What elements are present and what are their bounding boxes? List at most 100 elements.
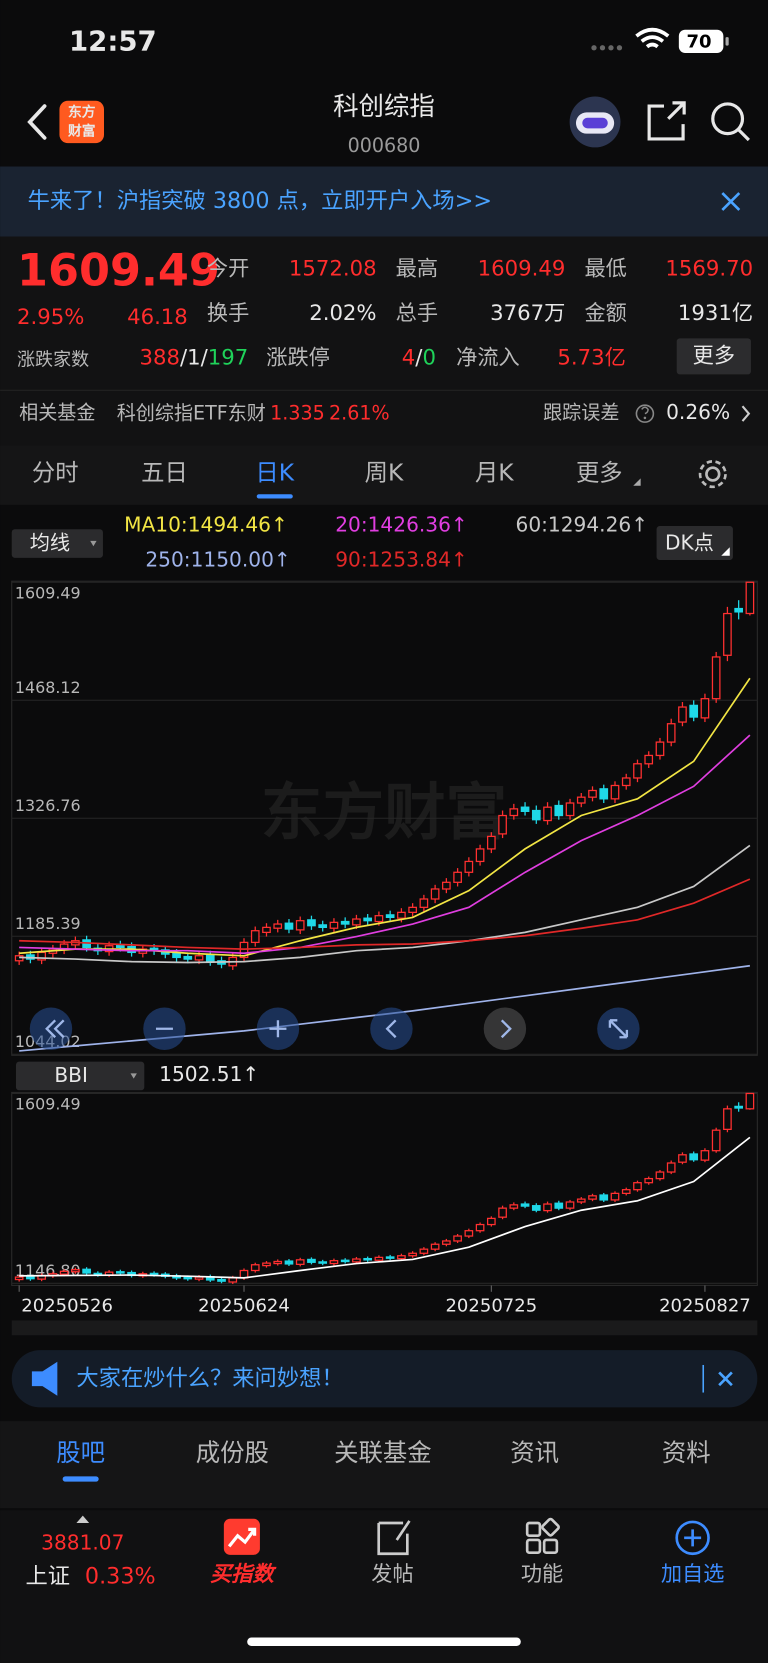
candle-body: [475, 1223, 485, 1232]
post-icon[interactable]: [377, 1520, 411, 1556]
tab[interactable]: 日K: [255, 459, 294, 487]
content-tab[interactable]: 成份股: [196, 1438, 269, 1467]
candle-body: [397, 911, 406, 919]
candle-body: [307, 919, 316, 927]
banner[interactable]: [0, 166, 768, 237]
candle-body: [498, 814, 507, 835]
toolbar-item[interactable]: 功能: [521, 1562, 563, 1587]
content-tab[interactable]: 资讯: [510, 1438, 559, 1467]
dk-button[interactable]: [656, 526, 733, 560]
candle-body: [307, 1258, 316, 1263]
candle-body: [250, 930, 260, 944]
search-button[interactable]: [711, 102, 750, 142]
field-value: 1931亿: [678, 301, 753, 326]
battery-icon: [678, 29, 724, 54]
fund-pct[interactable]: 2.61%: [329, 401, 390, 424]
banner-text[interactable]: 牛来了！沪指突破 3800 点，立即开户入场>>: [28, 188, 492, 214]
fund-name[interactable]: 科创综指ETF东财: [117, 401, 266, 424]
chevron[interactable]: [741, 405, 751, 422]
add-watch-icon[interactable]: [675, 1520, 710, 1556]
tab-indicator: [256, 494, 293, 499]
tab[interactable]: 五日: [141, 459, 188, 487]
toolbar-item[interactable]: 加自选: [661, 1562, 725, 1587]
help-icon[interactable]: [635, 404, 655, 423]
candle-body: [329, 921, 339, 929]
candle-body: [633, 1182, 642, 1191]
candle-body: [385, 914, 395, 918]
field-label: 金额: [584, 301, 626, 326]
logo-text: 财富: [67, 123, 96, 140]
nav-button[interactable]: [483, 1007, 527, 1050]
toolbar-item[interactable]: 买指数: [210, 1562, 277, 1587]
function-icon[interactable]: [525, 1517, 560, 1555]
share-button[interactable]: [647, 101, 686, 141]
candle-body: [565, 1201, 575, 1209]
index-value[interactable]: 3881.07: [41, 1531, 124, 1555]
breadth-value: 388/1/197: [139, 345, 248, 370]
ask-close[interactable]: [718, 1371, 733, 1387]
toolbar-item[interactable]: 发帖: [371, 1562, 413, 1587]
candle-body: [599, 788, 609, 800]
fund-info[interactable]: 科创综指ETF东财 1.335 2.61%: [117, 401, 390, 424]
candle-body: [26, 1276, 35, 1280]
buy-icon[interactable]: [223, 1518, 260, 1555]
index-pct[interactable]: 0.33%: [85, 1564, 156, 1590]
page-title: 科创综指: [333, 92, 435, 122]
candle-body: [352, 918, 361, 926]
ma-select[interactable]: [11, 529, 103, 558]
candle-body: [554, 804, 564, 817]
signal-icon: [591, 45, 623, 51]
content-tab-list: 股吧 成份股 关联基金 资讯 资料: [56, 1438, 711, 1482]
fund-price[interactable]: 1.335: [270, 401, 325, 424]
candle-body: [430, 1243, 440, 1250]
tab[interactable]: 月K: [475, 459, 514, 487]
bbi-select[interactable]: [15, 1061, 145, 1091]
indicator-line: [19, 1136, 751, 1279]
more-button[interactable]: [676, 338, 751, 375]
y-tick-label: 1609.49: [15, 1095, 81, 1114]
candle-body: [520, 1203, 530, 1207]
content-tab-indicator: [62, 1476, 99, 1482]
ask-bar[interactable]: [11, 1350, 758, 1408]
quote-fields: 今开 1572.08 最高 1609.49 最低 1569.70 换手 2.02% 总手 3767…: [207, 256, 753, 326]
expand-arrow[interactable]: [76, 1515, 90, 1524]
settings-button[interactable]: [698, 460, 727, 489]
y-tick-label: 1146.80: [15, 1261, 81, 1280]
nav-icon: [608, 1019, 629, 1039]
lower-chart: 1609.49 1146.80 1502.51↑ 20250526 20250624 20…: [11, 1062, 758, 1317]
candle-body: [262, 926, 271, 934]
back-button[interactable]: [27, 104, 47, 140]
nav-button[interactable]: [29, 1007, 73, 1050]
change: 46.18: [127, 305, 188, 330]
tab[interactable]: 分时: [32, 459, 79, 487]
candle-body: [442, 881, 451, 890]
nav-button[interactable]: [370, 1007, 413, 1050]
candle-body: [734, 607, 744, 613]
y-tick-label: 1468.12: [15, 678, 81, 697]
tab[interactable]: 周K: [365, 459, 404, 487]
candle-body: [588, 1195, 597, 1200]
candle-body: [700, 698, 710, 719]
tab[interactable]: 更多: [576, 459, 623, 487]
candle-body: [329, 1260, 339, 1265]
content-tab[interactable]: 资料: [662, 1438, 711, 1467]
content-tab[interactable]: 股吧: [56, 1438, 105, 1467]
candle-body: [442, 1240, 451, 1245]
status-time: 12:57: [69, 24, 157, 57]
ma-select-text[interactable]: 均线: [30, 531, 70, 555]
dk-button-text[interactable]: DK点: [665, 531, 714, 555]
candle-body: [295, 1259, 305, 1265]
tab-list: 分时 五日 日K 周K 月K 更多: [32, 459, 641, 499]
candle-body: [71, 1269, 80, 1273]
assistant-button[interactable]: [569, 96, 621, 148]
banner-close[interactable]: [721, 192, 741, 211]
index-name[interactable]: 上证: [26, 1564, 71, 1590]
candle-body: [408, 906, 417, 913]
candle-body: [262, 1262, 271, 1267]
content-tab[interactable]: 关联基金: [334, 1438, 432, 1467]
more-button-text[interactable]: 更多: [693, 343, 735, 368]
bbi-select-text[interactable]: BBI: [54, 1063, 88, 1087]
ask-text[interactable]: 大家在炒什么？来问妙想！: [76, 1365, 343, 1391]
scroll-bar: [11, 1320, 758, 1336]
